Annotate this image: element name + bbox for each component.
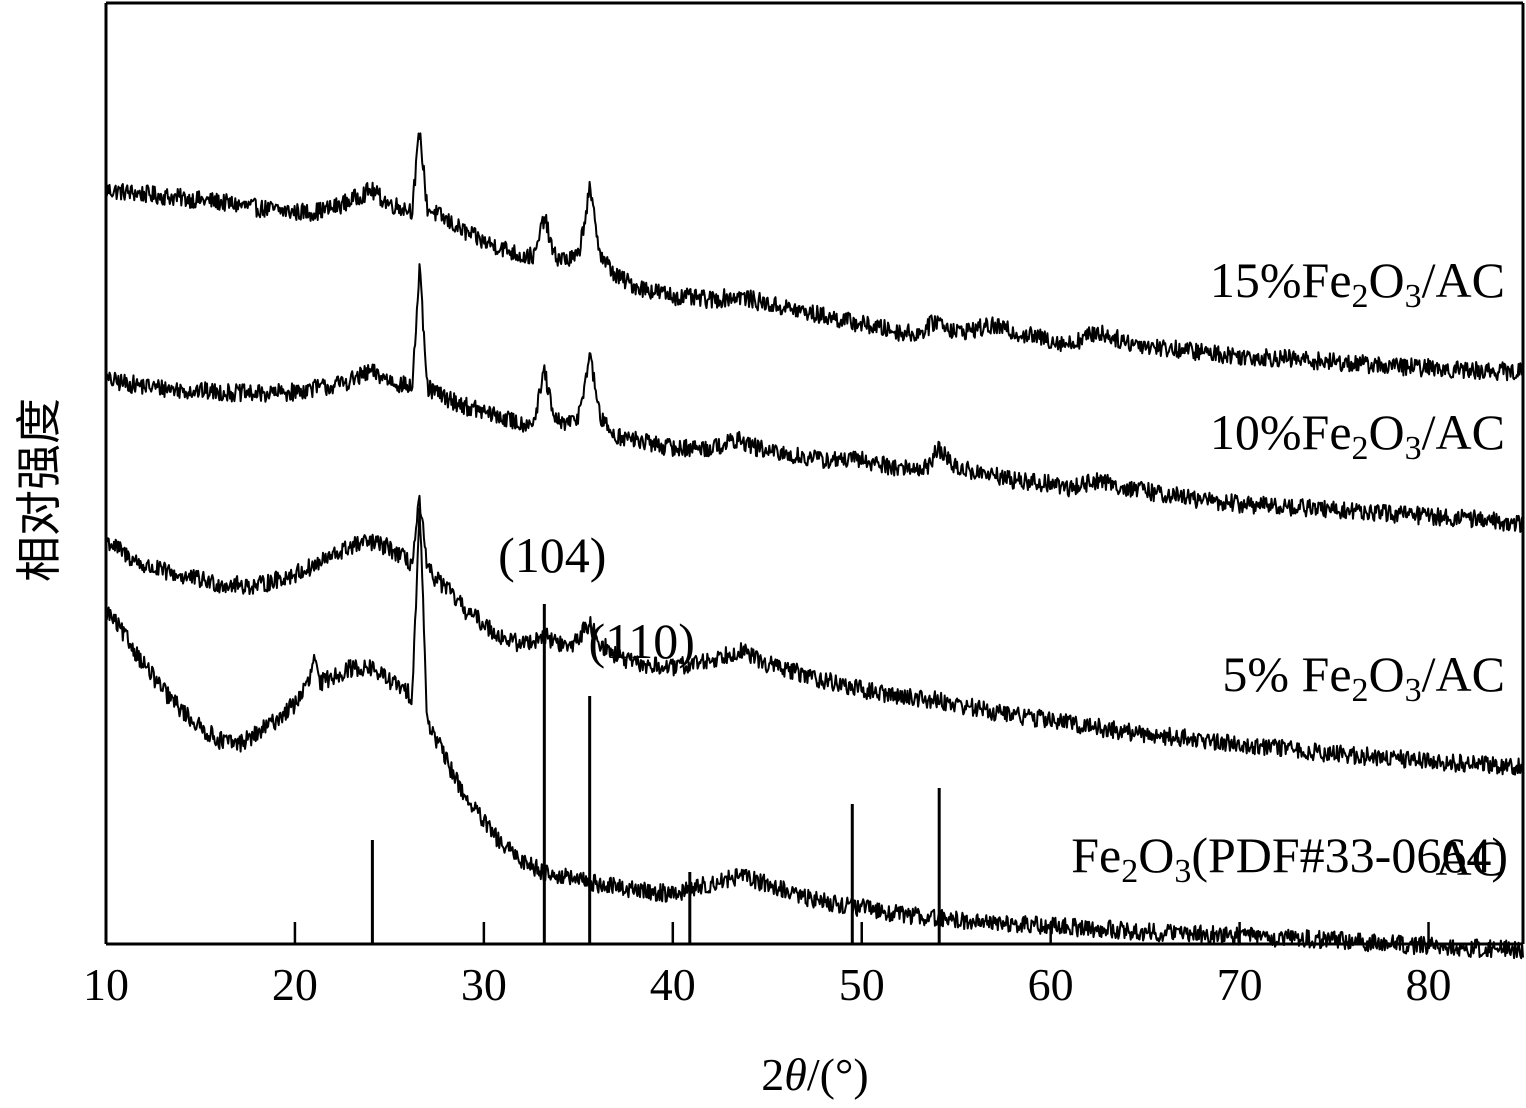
x-tick-label: 50 — [839, 959, 885, 1010]
reference-label: Fe2O3(PDF#33-0664) — [1071, 827, 1508, 890]
x-axis-title-prefix: 2 — [761, 1049, 784, 1100]
reference-pattern: (104) (110) Fe2O3(PDF#33-0664) — [370, 527, 1508, 944]
hkl-label: (110) — [588, 613, 694, 669]
series-line — [105, 507, 1524, 960]
hkl-label: (104) — [498, 527, 606, 583]
x-axis-title: 2θ/(°) — [761, 1049, 868, 1100]
x-tick-label: 10 — [83, 959, 129, 1010]
x-tick-label: 40 — [650, 959, 696, 1010]
series-line — [105, 494, 1524, 776]
x-axis-ticks: 10 20 30 40 50 60 70 80 — [83, 922, 1452, 1010]
series-label: 15%Fe2O3/AC — [1210, 252, 1505, 315]
series-label: 5% Fe2O3/AC — [1222, 646, 1505, 709]
series-line — [105, 132, 1524, 382]
x-axis-title-suffix: /(°) — [807, 1049, 869, 1100]
series-line — [105, 263, 1524, 533]
series-layer: 15%Fe2O3/AC 10%Fe2O3/AC 5% Fe2O3/AC AC — [105, 132, 1524, 960]
x-tick-label: 60 — [1028, 959, 1074, 1010]
x-axis-title-theta: θ — [784, 1049, 807, 1100]
series-label: AC — [1436, 830, 1505, 886]
x-tick-label: 30 — [461, 959, 507, 1010]
plot-frame — [104, 1, 1525, 946]
x-tick-label: 80 — [1406, 959, 1452, 1010]
y-axis-title: 相对强度 — [14, 398, 65, 582]
x-tick-label: 70 — [1217, 959, 1263, 1010]
x-tick-label: 20 — [272, 959, 318, 1010]
series-label: 10%Fe2O3/AC — [1210, 404, 1505, 467]
